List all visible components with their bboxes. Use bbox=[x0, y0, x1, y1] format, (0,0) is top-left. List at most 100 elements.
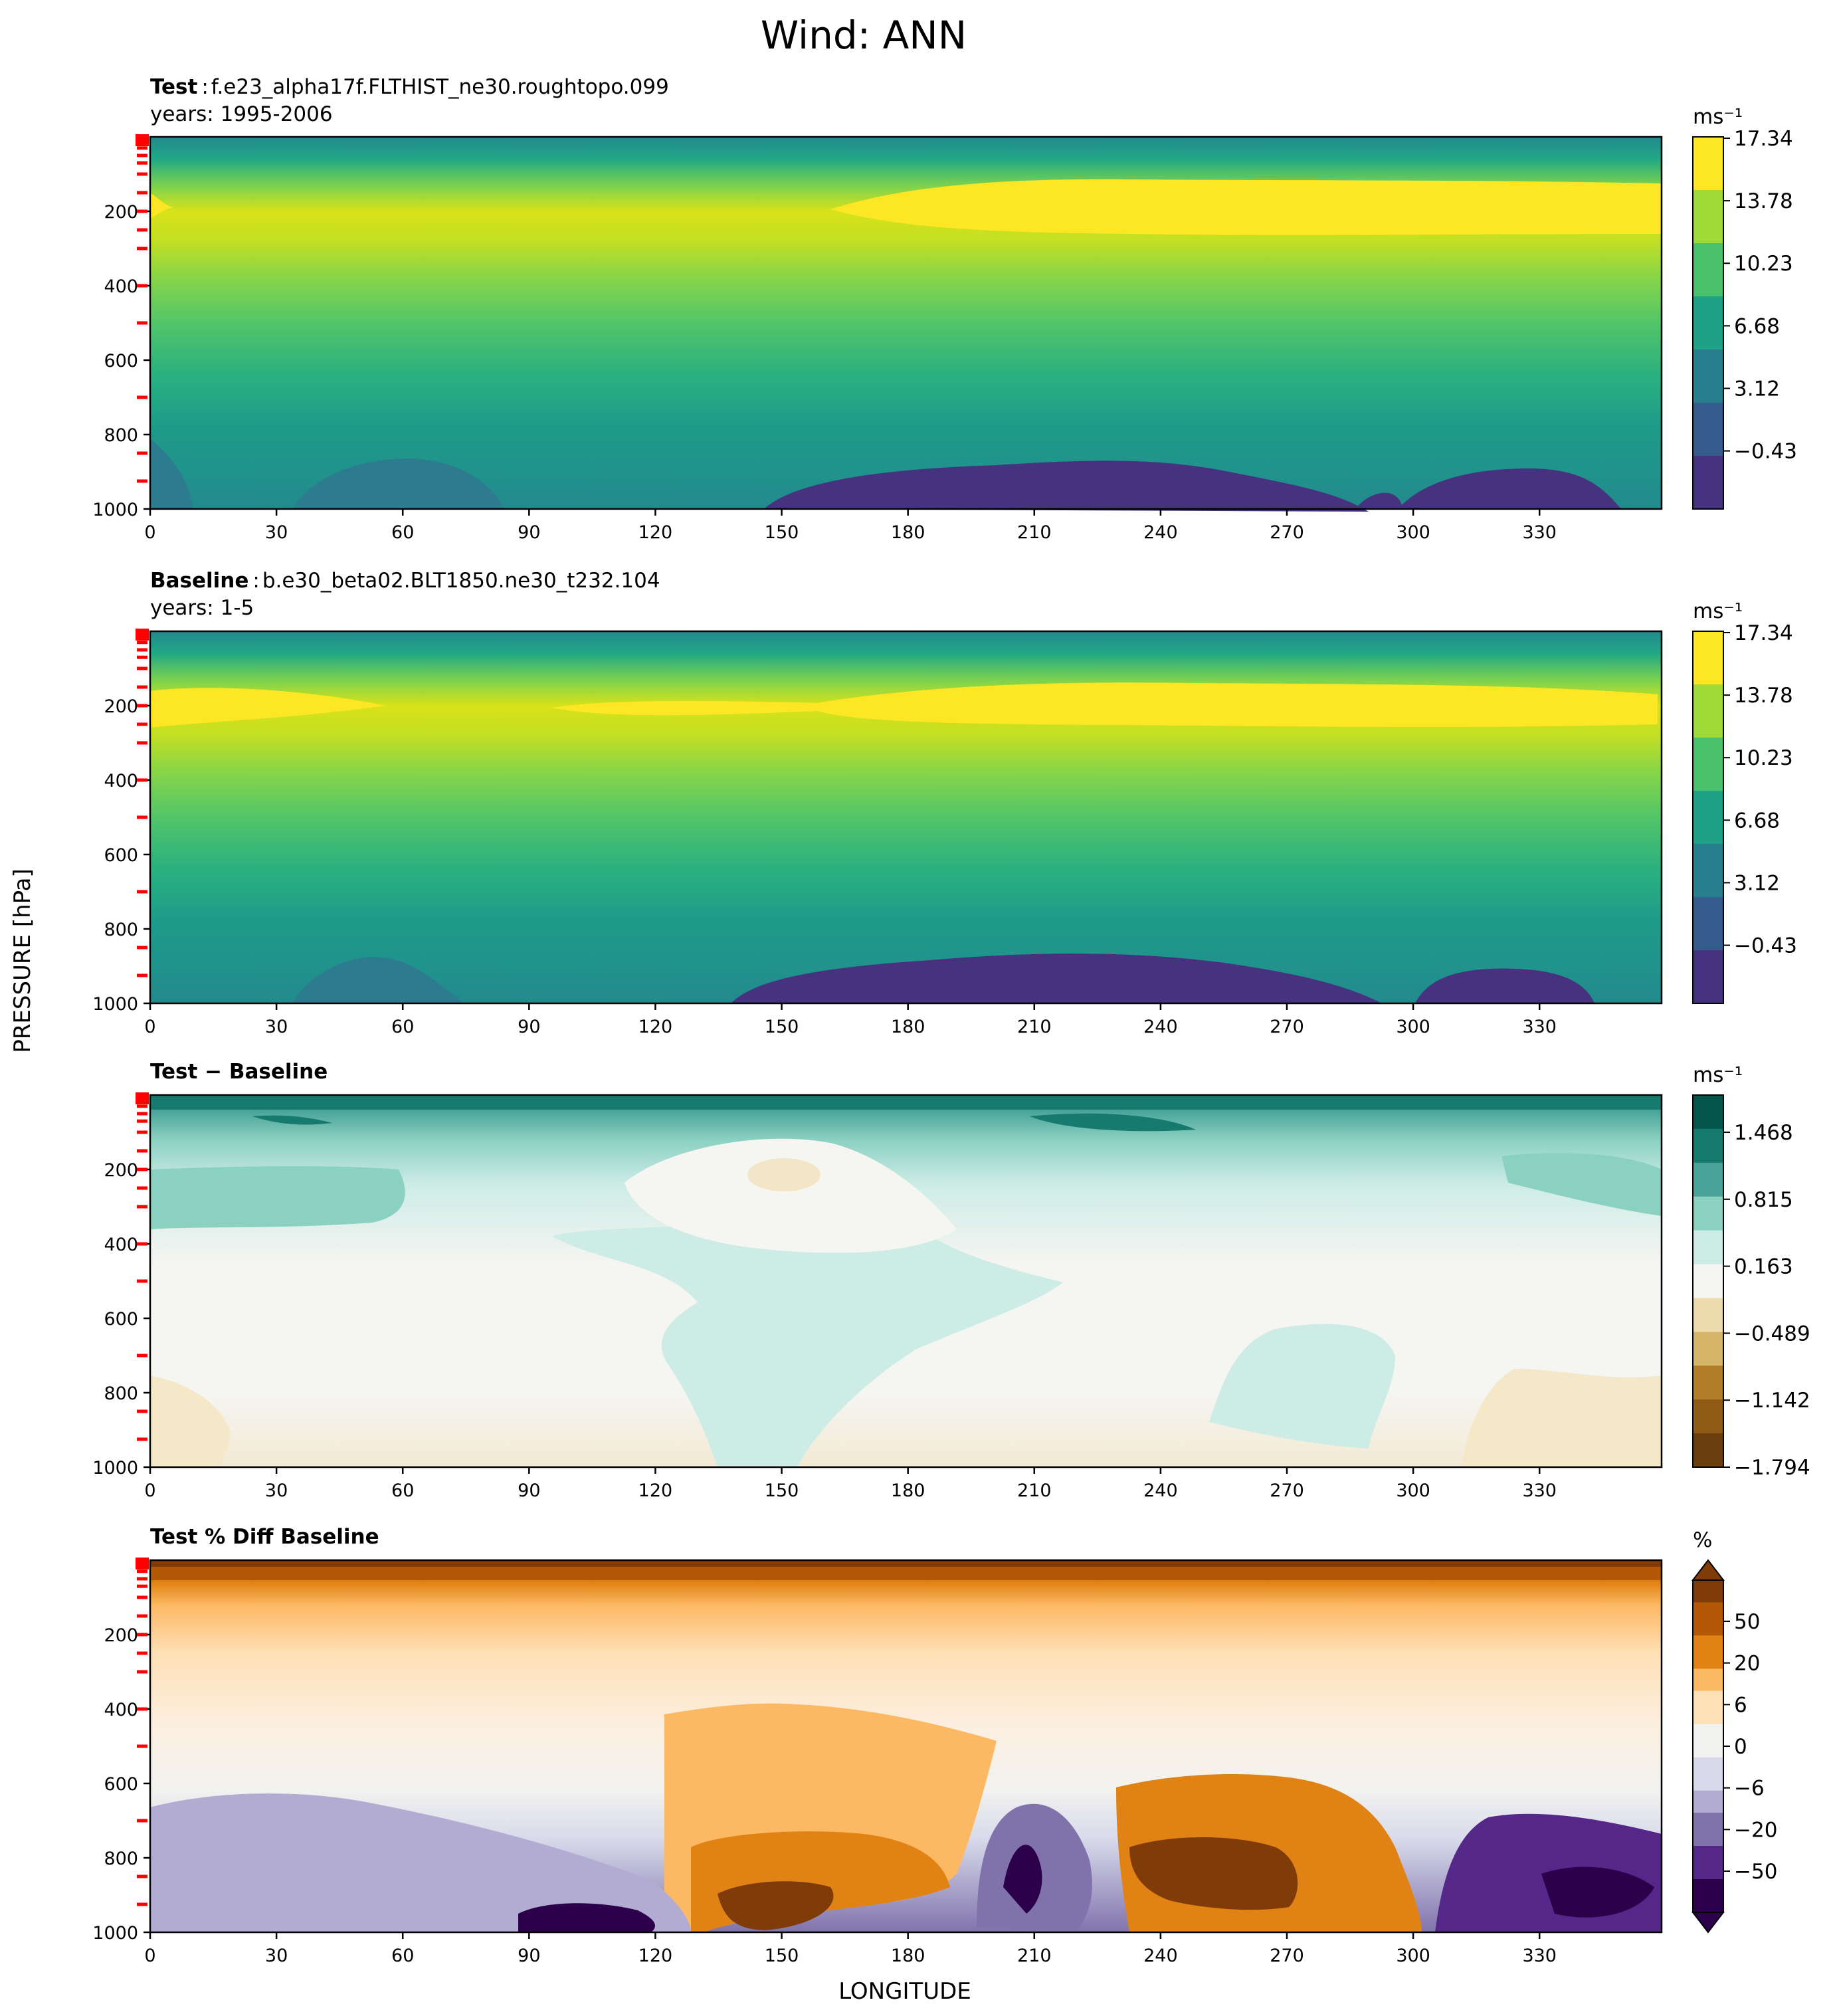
panel1-colorbar-segment bbox=[1693, 243, 1723, 297]
panel2-colorbar-frame bbox=[1692, 631, 1724, 1004]
panel1-xtick-label-0: 0 bbox=[144, 522, 155, 543]
panel3-level-marker-top bbox=[136, 1092, 149, 1104]
panel2-level-marker-top bbox=[136, 629, 149, 641]
panel4-top-band-dark bbox=[150, 1560, 1662, 1567]
panel2-xtick-label-30: 30 bbox=[265, 1017, 288, 1037]
panel4-colorbar-segment bbox=[1693, 1890, 1723, 1902]
panel1-colorbar-frame bbox=[1692, 136, 1724, 510]
panel4-colorbar-segment bbox=[1693, 1835, 1723, 1847]
panel3-patch-teal-ne bbox=[1501, 1153, 1662, 1216]
panel4-xtick-label-60: 60 bbox=[391, 1946, 414, 1966]
panel4-colorbar-segment bbox=[1693, 1813, 1723, 1825]
panel3-colorbar-segment bbox=[1693, 1095, 1723, 1130]
panel1-colorbar-tick-label: 3.12 bbox=[1734, 377, 1780, 401]
panel3-xtick-label-300: 300 bbox=[1396, 1480, 1430, 1501]
panel2-colorbar-tick-label: 10.23 bbox=[1734, 746, 1793, 770]
panel4-xtick-label-0: 0 bbox=[144, 1946, 155, 1966]
panel4-purple-dark-east bbox=[1541, 1866, 1654, 1918]
panel1-xtick-label-210: 210 bbox=[1017, 522, 1052, 543]
panel3-xtick-label-180: 180 bbox=[891, 1480, 925, 1501]
panel3-colorbar-segment bbox=[1693, 1230, 1723, 1265]
panel4-colorbar-segment bbox=[1693, 1801, 1723, 1813]
panel2-colorbar-segment bbox=[1693, 844, 1723, 898]
panel4-colorbar-segment bbox=[1693, 1857, 1723, 1868]
panel2-xtick-label-300: 300 bbox=[1396, 1017, 1430, 1037]
panel2-frame bbox=[149, 630, 1663, 1005]
panel3-patch-tongue bbox=[551, 1220, 1063, 1467]
panel1-colorbar-segment bbox=[1693, 137, 1723, 191]
panel3-colorbar-tick-label: −1.142 bbox=[1734, 1389, 1810, 1413]
panel3-ytick-label-200: 200 bbox=[104, 1160, 138, 1181]
panel2-colorbar-segment bbox=[1693, 950, 1723, 1004]
panel4-xtick-label-150: 150 bbox=[765, 1946, 799, 1966]
panel4-ytick-label-200: 200 bbox=[104, 1625, 138, 1646]
panel1-plot bbox=[149, 136, 1663, 512]
panel2-colorbar-segment bbox=[1693, 897, 1723, 951]
panel2-label-bold: Baseline bbox=[150, 569, 248, 593]
panel3-colorbar-tick-label: −0.489 bbox=[1734, 1322, 1810, 1346]
panel4-colorbar-tick-label: 50 bbox=[1734, 1610, 1760, 1634]
panel4-ytick-label-400: 400 bbox=[104, 1700, 138, 1720]
panel1-colorbar-tick-label: −0.43 bbox=[1734, 440, 1797, 464]
panel4-xtick-label-90: 90 bbox=[518, 1946, 540, 1966]
panel1-colorbar-tick-label: 6.68 bbox=[1734, 314, 1780, 338]
panel1-xtick-label-60: 60 bbox=[391, 522, 414, 543]
panel3-colorbar-segment bbox=[1693, 1298, 1723, 1332]
panel2-ytick-label-800: 800 bbox=[104, 920, 138, 940]
panel4-xtick-label-210: 210 bbox=[1017, 1946, 1052, 1966]
panel4-xtick-label-300: 300 bbox=[1396, 1946, 1430, 1966]
panel3-xtick-label-150: 150 bbox=[765, 1480, 799, 1501]
panel3-xtick-label-90: 90 bbox=[518, 1480, 540, 1501]
panel4-colorbar-segment bbox=[1693, 1602, 1723, 1614]
figure-title: Wind: ANN bbox=[761, 13, 967, 58]
panel3-ytick-label-800: 800 bbox=[104, 1383, 138, 1404]
panel2-surface-patch-b bbox=[1415, 968, 1594, 1003]
panel3-colorbar-tick-label: 0.163 bbox=[1734, 1255, 1793, 1279]
axes-layer: 0 30 60 90 120 150 180 210 240 270 300 330200400600… bbox=[92, 134, 1557, 1966]
panel4-colorbar-tick-label: 6 bbox=[1734, 1693, 1747, 1717]
panel3-colorbar-tick-label: 1.468 bbox=[1734, 1121, 1793, 1145]
panel3-xtick-label-210: 210 bbox=[1017, 1480, 1052, 1501]
panel1-surface-patch-a bbox=[764, 460, 1369, 512]
panel4-colorbar-segment bbox=[1693, 1635, 1723, 1647]
panel4-ytick-label-1000: 1000 bbox=[92, 1923, 138, 1944]
panel1-xtick-label-120: 120 bbox=[638, 522, 673, 543]
panel3-colorbar-segment bbox=[1693, 1433, 1723, 1468]
panel1-xtick-label-270: 270 bbox=[1270, 522, 1304, 543]
panel2-sep: : bbox=[252, 569, 259, 593]
panel1-xtick-label-30: 30 bbox=[265, 522, 288, 543]
panel4-colorbar-segment bbox=[1693, 1591, 1723, 1603]
panel1-surface-patch-d bbox=[292, 458, 505, 509]
panel3-colorbar-segment bbox=[1693, 1365, 1723, 1400]
panel3-xtick-label-60: 60 bbox=[391, 1480, 414, 1501]
panel4-colorbar-extend-bottom bbox=[1691, 1912, 1725, 1934]
panel3-header: Test − Baseline bbox=[150, 1060, 328, 1084]
panel4-colorbar-segment bbox=[1693, 1823, 1723, 1835]
panel2-xtick-label-180: 180 bbox=[891, 1017, 925, 1037]
panel4-colorbar-segment bbox=[1693, 1680, 1723, 1692]
panel4-ytick-label-800: 800 bbox=[104, 1849, 138, 1869]
panel3-ytick-label-400: 400 bbox=[104, 1235, 138, 1255]
panel4-xtick-label-240: 240 bbox=[1143, 1946, 1178, 1966]
panel2-colorbar-tick-label: 3.12 bbox=[1734, 871, 1780, 895]
panel4-xtick-label-270: 270 bbox=[1270, 1946, 1304, 1966]
panel4-plot bbox=[149, 1559, 1663, 1934]
panel1-header: Test: f.e23_alpha17f.FLTHIST_ne30.roughto… bbox=[150, 75, 669, 99]
panel4-colorbar-segment bbox=[1693, 1846, 1723, 1858]
panel2-ytick-label-600: 600 bbox=[104, 845, 138, 866]
panel4-level-marker-top bbox=[136, 1558, 149, 1569]
panel1-ytick-label-800: 800 bbox=[104, 425, 138, 446]
panel4-colorbar-tick-label: 0 bbox=[1734, 1735, 1747, 1759]
panel3-dark-spot-a bbox=[252, 1115, 332, 1125]
panel1-colorbar-segment bbox=[1693, 350, 1723, 403]
panel1-ytick-label-400: 400 bbox=[104, 276, 138, 297]
panel4-purple-core bbox=[1003, 1845, 1042, 1914]
panel3-patch-teal-east bbox=[1209, 1324, 1395, 1449]
panel2-jet-core bbox=[551, 682, 1658, 728]
panel3-colorbar-segment bbox=[1693, 1399, 1723, 1434]
panel3-patch-beige bbox=[747, 1158, 821, 1191]
panel3-ytick-label-1000: 1000 bbox=[92, 1458, 138, 1478]
panel2-ytick-label-1000: 1000 bbox=[92, 994, 138, 1015]
panel2-xtick-label-150: 150 bbox=[765, 1017, 799, 1037]
panel4-brown-core-a bbox=[718, 1881, 834, 1930]
